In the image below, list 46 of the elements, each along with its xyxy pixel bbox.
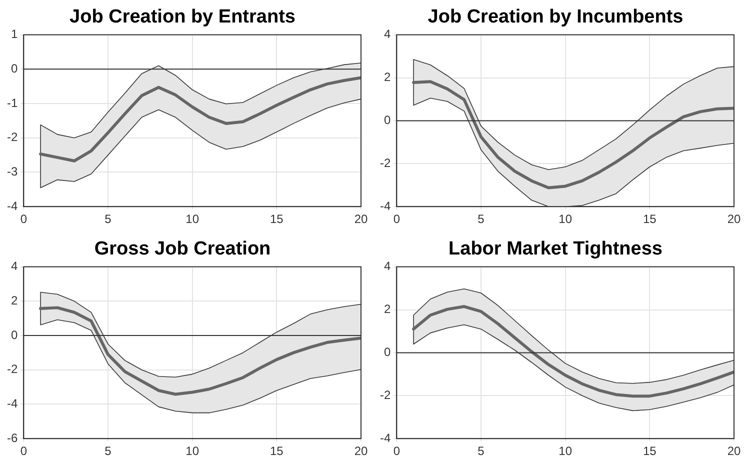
y-tick-label: 2 [384,302,391,316]
x-tick-label: 5 [104,212,112,226]
y-tick-label: -4 [7,396,18,411]
y-tick-label: -2 [7,362,18,376]
x-tick-label: 15 [270,212,284,226]
x-tick-label: 5 [104,444,112,458]
y-tick-label: -3 [7,164,18,179]
x-tick-label: 20 [727,444,741,458]
x-tick-label: 0 [393,444,400,458]
chart-title: Job Creation by Entrants [70,6,296,28]
x-tick-label: 0 [20,444,28,458]
y-tick-label: 0 [384,345,391,360]
y-tick-label: 2 [384,70,391,84]
x-tick-label: 5 [478,212,485,226]
y-tick-label: 0 [10,61,18,76]
chart-title: Gross Job Creation [94,238,271,260]
x-tick-label: 20 [354,212,368,226]
x-tick-label: 20 [727,212,741,226]
y-tick-label: -2 [7,130,18,144]
y-tick-label: 4 [10,259,18,274]
y-tick-label: 1 [10,27,18,42]
y-tick-label: -1 [7,96,18,110]
x-tick-label: 20 [354,444,368,458]
x-tick-label: 15 [642,212,657,226]
x-tick-label: 10 [558,444,572,458]
y-tick-label: -6 [7,430,18,445]
x-tick-label: 15 [270,444,284,458]
y-tick-label: 4 [384,259,391,274]
y-tick-label: 0 [384,113,391,128]
x-tick-label: 10 [186,212,200,226]
y-tick-label: -4 [380,430,391,445]
x-tick-label: 0 [20,212,28,226]
x-tick-label: 10 [186,444,200,458]
chart-title: Job Creation by Incumbents [428,6,684,28]
x-tick-label: 0 [393,212,400,226]
y-tick-label: 0 [10,328,18,342]
y-tick-label: -4 [380,198,391,213]
y-tick-label: 4 [384,27,391,42]
y-tick-label: -2 [380,156,391,170]
y-tick-label: -2 [380,388,391,402]
y-tick-label: 2 [10,293,18,308]
x-tick-label: 5 [478,444,485,458]
y-tick-label: -4 [7,198,18,213]
x-tick-label: 15 [642,444,657,458]
chart-title: Labor Market Tightness [448,238,662,260]
x-tick-label: 10 [558,212,572,226]
